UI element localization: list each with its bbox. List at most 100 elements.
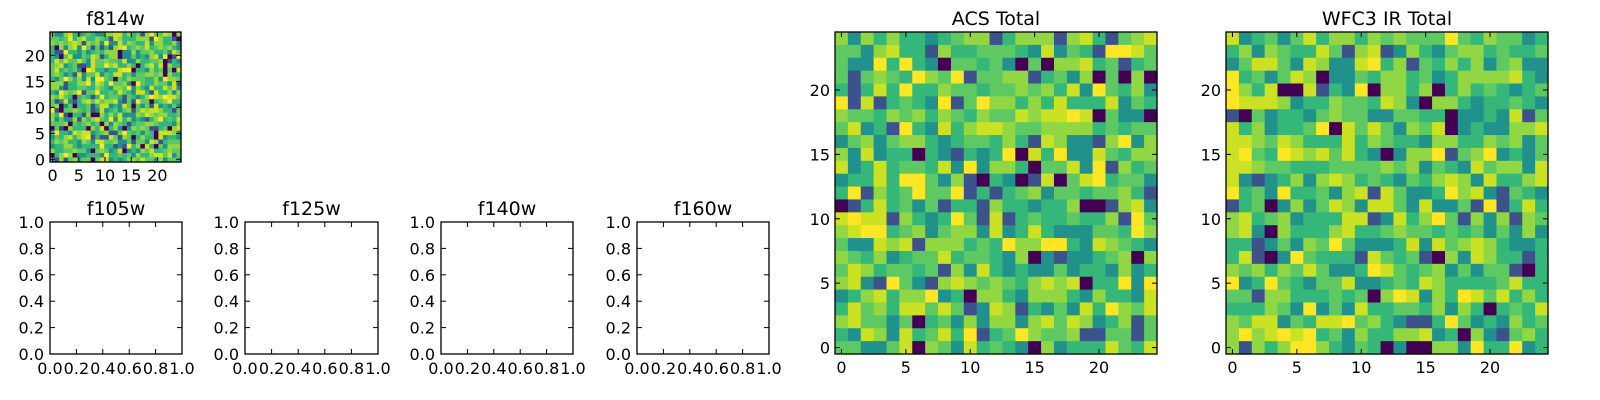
heatmap-cell xyxy=(104,94,110,100)
heatmap-cell xyxy=(1380,32,1395,46)
heatmap-cell xyxy=(1105,173,1119,188)
heatmap-cell xyxy=(176,90,182,96)
heatmap-cell xyxy=(108,153,114,159)
y-tick-label: 15 xyxy=(810,145,830,164)
heatmap-cell xyxy=(171,153,178,159)
heatmap-cell xyxy=(1053,315,1068,329)
heatmap-cell xyxy=(1354,160,1369,175)
heatmap-cell xyxy=(50,99,56,105)
heatmap-cells xyxy=(835,32,1158,355)
heatmap-cell xyxy=(925,96,939,110)
heatmap-cell xyxy=(873,83,888,97)
heatmap-cell xyxy=(1238,212,1253,226)
heatmap-cell xyxy=(1226,199,1240,213)
heatmap-cell xyxy=(1028,57,1042,72)
heatmap-cell xyxy=(95,54,101,60)
heatmap-cell xyxy=(1393,135,1407,149)
heatmap-cell xyxy=(976,83,991,97)
x-tick-label: 20 xyxy=(1480,358,1500,377)
heatmap-cell xyxy=(1535,250,1549,265)
x-tick-label: 0.2 xyxy=(455,359,480,378)
heatmap-cell xyxy=(950,173,965,188)
heatmap-cell xyxy=(1264,328,1279,342)
heatmap-cell xyxy=(1290,173,1304,188)
heatmap-cell xyxy=(1367,83,1382,97)
heatmap-cell xyxy=(912,70,926,85)
heatmap-cell xyxy=(886,199,900,213)
heatmap-cell xyxy=(86,85,92,91)
heatmap-cell xyxy=(77,139,83,145)
heatmap-cell xyxy=(149,139,155,145)
heatmap-cell xyxy=(1393,212,1407,226)
y-tick-label: 0.4 xyxy=(214,292,239,311)
heatmap-cell xyxy=(1041,315,1055,329)
heatmap-cell xyxy=(72,85,78,91)
heatmap-cell xyxy=(1303,44,1317,59)
heatmap-cell xyxy=(1393,263,1407,278)
heatmap-cell xyxy=(140,36,146,42)
heatmap-cell xyxy=(1535,109,1549,123)
heatmap-cell xyxy=(54,99,60,105)
heatmap-cell xyxy=(104,139,110,145)
heatmap-cell xyxy=(847,199,862,213)
heatmap-cell xyxy=(149,126,155,132)
heatmap-cell xyxy=(90,76,96,82)
heatmap-cell xyxy=(1105,96,1119,110)
heatmap-cell xyxy=(158,108,164,114)
heatmap-cell xyxy=(1483,57,1498,72)
heatmap-cell xyxy=(1105,57,1119,72)
heatmap-cell xyxy=(1354,70,1369,85)
heatmap-cell xyxy=(176,108,182,114)
heatmap-cell xyxy=(1432,32,1446,46)
heatmap-cell xyxy=(135,67,141,73)
heatmap-cell xyxy=(1277,199,1291,213)
heatmap-cell xyxy=(81,121,87,127)
heatmap-cell xyxy=(1144,57,1158,72)
heatmap-cell xyxy=(1535,44,1549,59)
heatmap-cell xyxy=(1290,302,1304,316)
heatmap-cell xyxy=(126,112,132,118)
heatmap-cell xyxy=(912,147,926,162)
heatmap-cell xyxy=(873,263,888,278)
heatmap-cell xyxy=(54,36,60,42)
heatmap-cell xyxy=(90,67,96,73)
heatmap-cell xyxy=(963,44,978,59)
heatmap-cell xyxy=(886,32,900,46)
heatmap-cell xyxy=(122,117,128,123)
heatmap-cell xyxy=(1329,109,1343,123)
heatmap-cell xyxy=(1105,186,1119,201)
heatmap-cell xyxy=(167,85,173,91)
heatmap-cell xyxy=(122,58,128,64)
heatmap-cell xyxy=(1264,263,1279,278)
heatmap-cell xyxy=(847,57,862,72)
heatmap-cell xyxy=(1509,341,1523,355)
heatmap-cell xyxy=(1118,289,1132,304)
heatmap-cell xyxy=(108,81,114,87)
heatmap-cell xyxy=(1002,315,1016,329)
x-tick-label: 5 xyxy=(901,358,911,377)
heatmap-cell xyxy=(1341,122,1356,136)
heatmap-cell xyxy=(835,32,849,46)
heatmap-cell xyxy=(1015,122,1029,136)
heatmap-cell xyxy=(1028,32,1042,46)
heatmap-cell xyxy=(1470,147,1485,162)
heatmap-cell xyxy=(1354,302,1369,316)
heatmap-cell xyxy=(1509,173,1523,188)
x-tick-label: 0.6 xyxy=(507,359,532,378)
heatmap-cell xyxy=(963,212,978,226)
heatmap-cell xyxy=(86,76,92,82)
heatmap-cell xyxy=(1290,96,1304,110)
heatmap-cell xyxy=(860,83,875,97)
heatmap-cell xyxy=(50,40,56,47)
heatmap-cell xyxy=(1144,302,1158,316)
heatmap-cell xyxy=(117,144,123,150)
heatmap-cell xyxy=(899,199,913,213)
heatmap-cell xyxy=(126,135,132,141)
y-tick-label: 0.6 xyxy=(410,266,435,285)
heatmap-cell xyxy=(81,40,87,47)
heatmap-cell xyxy=(886,83,900,97)
heatmap-cell xyxy=(1066,276,1081,291)
heatmap-cell xyxy=(873,32,888,46)
heatmap-cell xyxy=(135,94,141,100)
heatmap-cell xyxy=(1444,199,1459,213)
